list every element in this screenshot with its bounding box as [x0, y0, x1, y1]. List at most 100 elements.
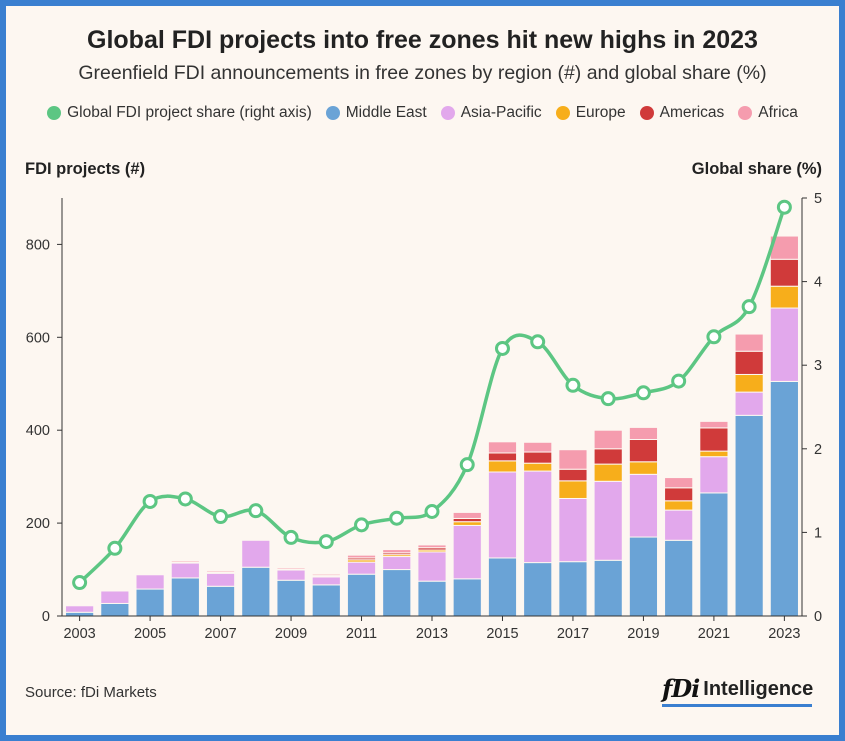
- chart-subtitle: Greenfield FDI announcements in free zon…: [78, 62, 767, 84]
- share-point: [177, 491, 193, 507]
- bar-segment-europe: [452, 521, 482, 526]
- bar-segment-asia-pacific: [628, 473, 659, 538]
- bar-segment-middle-east: [699, 492, 729, 617]
- y2-tick-label: 3: [814, 358, 822, 374]
- source-note: Source: fDi Markets: [25, 684, 157, 701]
- bar-segment-asia-pacific: [734, 391, 764, 416]
- bar-segment-asia-pacific: [558, 497, 588, 563]
- share-point: [530, 334, 546, 350]
- bar-segment-middle-east: [664, 539, 694, 617]
- y2-tick-label: 1: [814, 525, 822, 541]
- bar-segment-middle-east: [558, 561, 588, 617]
- bar-segment-europe: [593, 463, 623, 482]
- bar-segment-asia-pacific: [100, 590, 130, 604]
- bar-segment-middle-east: [382, 569, 412, 617]
- y2-tick-label: 4: [814, 275, 822, 291]
- share-point: [318, 534, 334, 550]
- brand-mark: fDi: [662, 674, 700, 703]
- bar-segment-africa: [417, 544, 447, 549]
- bar-segment-europe: [699, 450, 729, 458]
- legend-label: Asia-Pacific: [460, 104, 542, 121]
- legend-swatch: [325, 106, 340, 120]
- bar-segment-middle-east: [241, 566, 271, 617]
- bar-segment-africa: [276, 567, 306, 570]
- bar-segment-americas: [558, 468, 588, 482]
- share-point: [283, 529, 299, 545]
- bar-segment-europe: [734, 373, 764, 393]
- left-axis-title: FDI projects (#): [25, 160, 146, 178]
- legend-label: Americas: [659, 104, 725, 121]
- bar-segment-asia-pacific: [205, 572, 236, 587]
- bar-segment-americas: [523, 451, 553, 464]
- x-tick-label: 2015: [486, 626, 518, 642]
- bar-segment-africa: [593, 429, 623, 450]
- legend-swatch: [738, 106, 753, 120]
- bar-segment-americas: [487, 452, 518, 462]
- y-tick-label: 0: [42, 609, 50, 625]
- bar-segment-africa: [664, 477, 694, 489]
- x-tick-label: 2005: [134, 626, 166, 642]
- bar-segment-asia-pacific: [769, 307, 799, 382]
- bar-segment-africa: [311, 573, 341, 577]
- x-tick-label: 2019: [627, 626, 659, 642]
- bar-segment-middle-east: [769, 380, 799, 617]
- legend-item-europe: Europe: [555, 104, 626, 122]
- share-point: [706, 329, 722, 345]
- legend-item-asia-pacific: Asia-Pacific: [440, 104, 542, 122]
- bar-segment-middle-east: [487, 557, 518, 617]
- bar-segment-middle-east: [628, 536, 659, 617]
- bar-segment-americas: [734, 350, 764, 375]
- y-tick-label: 200: [26, 516, 50, 532]
- brand-underline: [662, 704, 812, 707]
- legend-item-africa: Africa: [738, 104, 798, 122]
- bar-segment-asia-pacific: [135, 574, 165, 590]
- brand-logo: fDi Intelligence: [662, 674, 813, 703]
- share-point: [565, 377, 581, 393]
- legend-item-middle-east: Middle East: [325, 104, 427, 122]
- bar-segment-middle-east: [593, 559, 623, 617]
- bar-segment-asia-pacific: [65, 605, 95, 613]
- legend-label: Africa: [758, 104, 798, 121]
- bar-segment-americas: [769, 258, 799, 287]
- share-point: [494, 340, 510, 356]
- bar-segment-asia-pacific: [241, 539, 271, 568]
- bar-segment-middle-east: [346, 573, 377, 617]
- bar-segment-asia-pacific: [699, 456, 729, 494]
- bar-segment-americas: [628, 438, 659, 463]
- bar-segment-asia-pacific: [170, 562, 200, 579]
- bar-segment-africa: [170, 560, 200, 563]
- share-point: [635, 385, 651, 401]
- bar-segment-asia-pacific: [523, 470, 553, 564]
- share-point: [142, 493, 158, 509]
- bar-segment-americas: [593, 448, 623, 465]
- bar-segment-middle-east: [734, 414, 764, 617]
- bar-segment-americas: [699, 427, 729, 452]
- bar-segment-middle-east: [135, 588, 165, 617]
- bar-segment-asia-pacific: [664, 509, 694, 541]
- bar-segment-africa: [346, 554, 377, 559]
- bar-segment-middle-east: [417, 580, 447, 617]
- bar-segment-asia-pacific: [311, 576, 341, 586]
- share-point: [248, 503, 264, 519]
- bar-segment-middle-east: [452, 578, 482, 617]
- x-tick-label: 2017: [557, 626, 589, 642]
- share-point: [213, 509, 229, 525]
- bar-segment-americas: [664, 487, 694, 502]
- x-tick-label: 2007: [204, 626, 236, 642]
- x-tick-label: 2011: [346, 626, 377, 642]
- bar-segment-asia-pacific: [593, 480, 623, 561]
- legend-label: Global FDI project share (right axis): [67, 104, 312, 121]
- bar-segment-africa: [487, 441, 518, 454]
- share-point: [424, 504, 440, 519]
- legend-swatch: [47, 106, 62, 120]
- share-point: [107, 540, 123, 556]
- bar-segment-africa: [523, 441, 553, 453]
- bar-segment-africa: [382, 549, 412, 554]
- bar-segment-africa: [628, 426, 659, 440]
- bar-segment-europe: [487, 460, 518, 473]
- x-tick-label: 2003: [63, 626, 95, 642]
- bar-segment-middle-east: [523, 562, 553, 617]
- legend-label: Europe: [575, 104, 626, 121]
- x-tick-label: 2009: [275, 626, 307, 642]
